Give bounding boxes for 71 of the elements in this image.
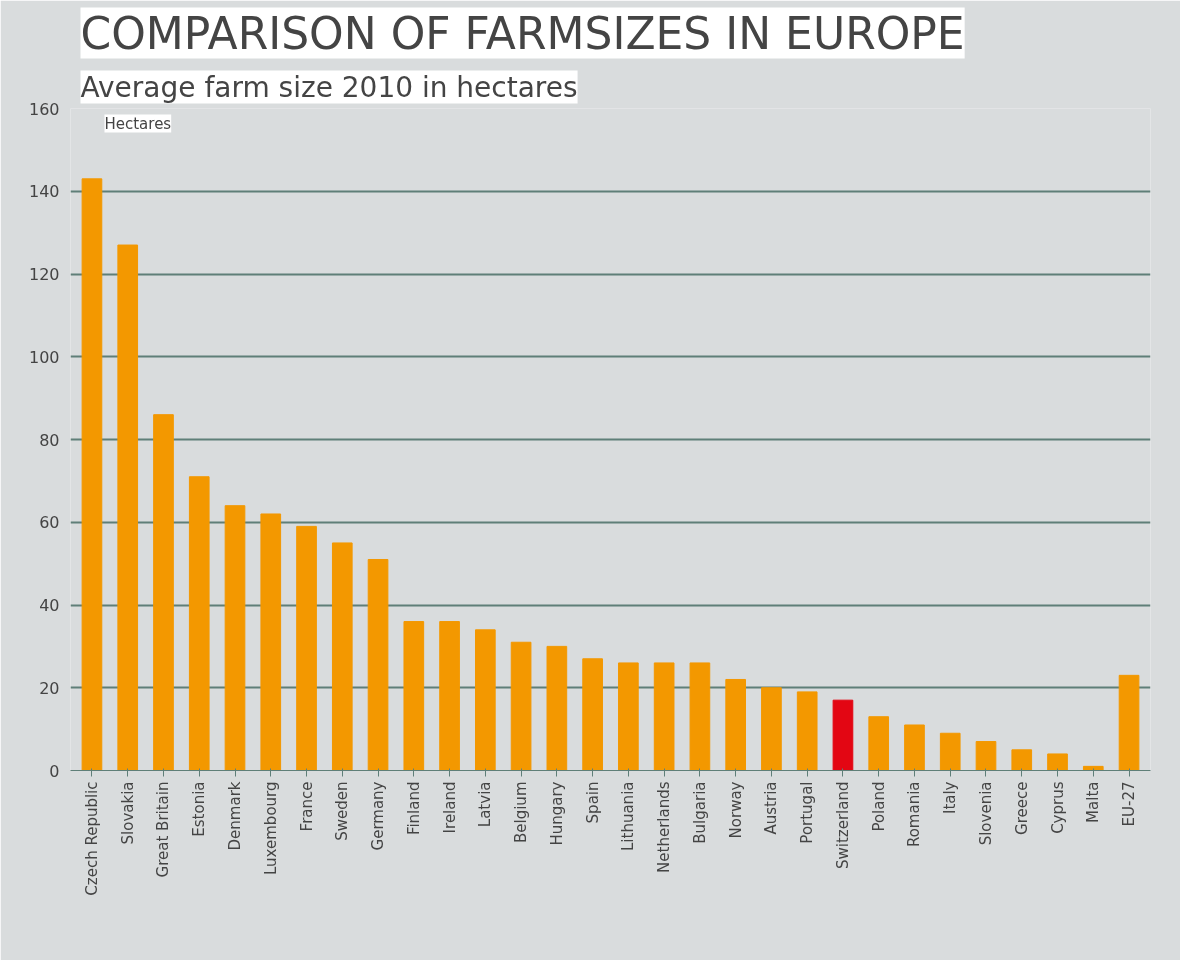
bar — [832, 699, 854, 771]
x-tick-label: Latvia — [476, 781, 495, 828]
bar — [725, 678, 746, 771]
x-tick-label: Luxembourg — [261, 781, 280, 875]
y-tick-label: 20 — [39, 678, 60, 698]
chart-title: COMPARISON OF FARMSIZES IN EUROPE — [80, 7, 965, 59]
bar — [796, 691, 818, 771]
x-tick-label: Switzerland — [833, 781, 852, 869]
bar — [260, 513, 282, 771]
bar — [582, 658, 603, 771]
x-tick-label: Ireland — [440, 781, 459, 834]
x-tick-label: Poland — [869, 781, 888, 832]
y-tick-label: 40 — [39, 596, 60, 615]
x-tick-label: Denmark — [226, 781, 244, 851]
bar — [1118, 674, 1140, 771]
y-tick-label: 60 — [39, 513, 60, 533]
x-tick-label: Lithuania — [619, 781, 638, 851]
bar — [1047, 753, 1068, 771]
x-tick-label: Netherlands — [655, 781, 674, 873]
x-tick-label: Italy — [941, 781, 960, 815]
x-tick-label: Norway — [726, 781, 745, 839]
bar — [403, 621, 425, 771]
bar — [761, 687, 782, 771]
y-tick-label: 0 — [49, 761, 60, 781]
x-tick-label: Belgium — [512, 781, 531, 843]
x-tick-label: Hungary — [547, 781, 566, 846]
bar — [439, 621, 460, 771]
bar — [546, 645, 568, 771]
bar — [367, 558, 389, 771]
x-tick-label: Austria — [762, 781, 781, 835]
bar — [975, 741, 997, 771]
x-tick-label: Bulgaria — [690, 781, 709, 844]
x-tick-label: Cyprus — [1048, 781, 1067, 834]
x-tick-label: Spain — [583, 781, 602, 824]
bar — [618, 662, 639, 771]
x-tick-label: Germany — [369, 781, 388, 851]
bar — [81, 178, 103, 771]
y-tick-label: 160 — [28, 99, 60, 119]
bar — [510, 641, 532, 771]
y-tick-label: 100 — [28, 347, 60, 367]
bar — [689, 662, 711, 771]
x-tick-label: EU-27 — [1120, 781, 1139, 827]
x-tick-label: Finland — [404, 781, 423, 836]
bar — [224, 505, 246, 771]
bar — [296, 525, 317, 771]
bar — [653, 662, 675, 771]
x-tick-label: Portugal — [798, 781, 817, 844]
bar — [331, 542, 353, 771]
y-axis-title: Hectares — [104, 114, 172, 133]
chart-subtitle: Average farm size 2010 in hectares — [80, 70, 578, 104]
x-tick-label: Slovakia — [118, 781, 137, 845]
x-tick-label: Great Britain — [154, 781, 173, 878]
x-tick-label: Greece — [1012, 781, 1031, 835]
y-tick-label: 140 — [28, 182, 60, 202]
x-tick-label: Slovenia — [977, 781, 995, 846]
bar — [904, 724, 925, 771]
x-tick-label: France — [297, 781, 316, 832]
x-tick-label: Romania — [905, 781, 924, 848]
x-tick-label: Estonia — [190, 781, 209, 837]
x-tick-label: Malta — [1084, 781, 1103, 823]
bar — [1011, 749, 1033, 771]
bar — [188, 476, 210, 771]
x-tick-label: Sweden — [333, 781, 352, 841]
y-tick-label: 80 — [39, 430, 60, 450]
x-tick-label: Czech Republic — [82, 781, 101, 896]
bar — [939, 732, 961, 771]
bar — [868, 716, 890, 771]
bar — [117, 244, 139, 771]
bar — [475, 629, 496, 771]
y-tick-label: 120 — [28, 265, 60, 284]
bar — [153, 414, 174, 771]
